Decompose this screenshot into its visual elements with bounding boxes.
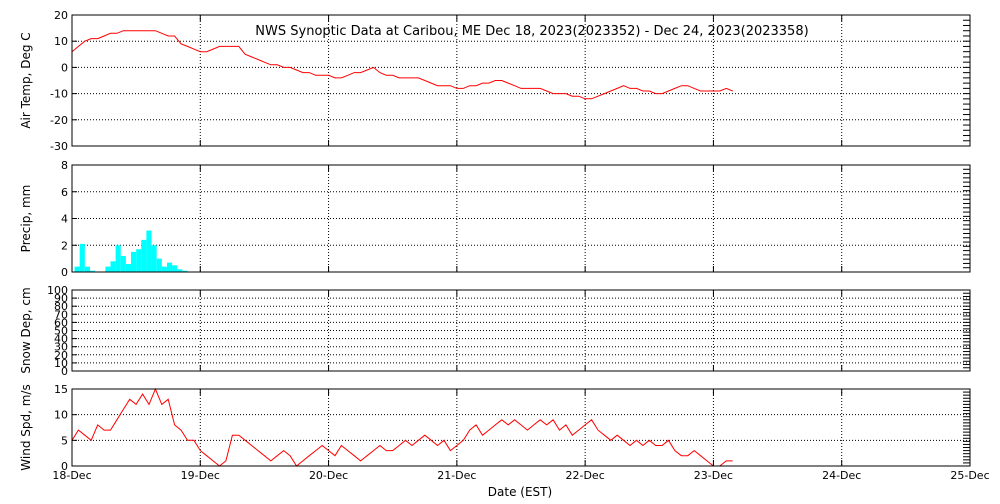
- y-tick-label: 70: [54, 308, 68, 321]
- panel-frame: [71, 14, 971, 147]
- precip-bar: [120, 255, 126, 272]
- precip-bar: [105, 266, 111, 272]
- precip-bar: [74, 266, 80, 272]
- precip-bar: [110, 261, 116, 272]
- x-axis-label: Date (EST): [488, 485, 552, 499]
- panel-frame: [71, 164, 971, 273]
- y-tick-label: 100: [47, 284, 68, 297]
- precip-bar: [79, 243, 85, 272]
- wind-speed-line: [71, 387, 733, 467]
- y-tick-label: 10: [54, 357, 68, 370]
- y-tick-label: -10: [50, 88, 68, 101]
- x-tick-label: 18-Dec: [52, 469, 91, 482]
- precip-bar: [182, 270, 188, 272]
- y-tick-label: 6: [61, 186, 68, 199]
- y-tick-label: 10: [54, 409, 68, 422]
- precip-bar: [136, 249, 142, 272]
- panel-frame: [71, 388, 971, 467]
- air-temp-line: [71, 30, 733, 100]
- y-tick-label: 8: [61, 159, 68, 172]
- x-tick-label: 24-Dec: [822, 469, 861, 482]
- y-tick-label: 2: [61, 239, 68, 252]
- chart-title: NWS Synoptic Data at Caribou, ME Dec 18,…: [255, 24, 808, 39]
- y-tick-label: 20: [54, 349, 68, 362]
- y-tick-label: 40: [54, 333, 68, 346]
- panel-frame: [71, 289, 971, 372]
- precip-bar: [177, 269, 183, 272]
- precip-bar: [141, 239, 147, 272]
- y-axis-label: Wind Spd, m/s: [19, 384, 33, 470]
- y-tick-label: 4: [61, 213, 68, 226]
- precip-bar: [131, 251, 137, 272]
- x-tick-label: 20-Dec: [309, 469, 348, 482]
- panel-precip: 8 6 4 2 0 Precip, mm: [19, 159, 971, 279]
- y-axis-label: Precip, mm: [19, 185, 33, 253]
- y-tick-label: 15: [54, 383, 68, 396]
- y-axis-label: Air Temp, Deg C: [19, 32, 33, 128]
- precip-bar: [115, 245, 121, 272]
- precip-bar: [156, 258, 162, 272]
- y-axis-label: Snow Dep, cm: [19, 287, 33, 373]
- y-tick-label: 80: [54, 300, 68, 313]
- precip-bar: [161, 266, 167, 272]
- x-tick-label: 21-Dec: [437, 469, 476, 482]
- precip-bar: [89, 270, 96, 272]
- precip-bar: [146, 230, 152, 272]
- x-tick-label: 22-Dec: [566, 469, 605, 482]
- panel-air-temp: 20 10 0 -10 -20 -30 Air Temp, Deg C: [19, 9, 971, 153]
- y-tick-label: 60: [54, 316, 68, 329]
- precip-bar: [166, 262, 173, 272]
- y-tick-label: 50: [54, 325, 68, 338]
- y-tick-label: 5: [61, 434, 68, 447]
- precip-bar: [125, 263, 132, 272]
- y-tick-label: 90: [54, 292, 68, 305]
- x-tick-label: 19-Dec: [181, 469, 220, 482]
- y-tick-label: 0: [61, 365, 68, 378]
- precip-bar: [84, 266, 90, 272]
- y-tick-label: -20: [50, 114, 68, 127]
- y-tick-label: 10: [54, 35, 68, 48]
- x-tick-label: 23-Dec: [694, 469, 733, 482]
- precip-bar: [151, 245, 157, 272]
- y-tick-label: 20: [54, 9, 68, 22]
- x-tick-label: 25-Dec: [950, 469, 989, 482]
- y-tick-label: 0: [61, 460, 68, 473]
- panel-wind-speed: 15 10 5 0 Wind Spd, m/s: [19, 383, 971, 473]
- precip-bar: [172, 265, 178, 272]
- y-tick-label: 30: [54, 341, 68, 354]
- y-tick-label: -30: [50, 140, 68, 153]
- y-tick-label: 0: [61, 266, 68, 279]
- y-tick-label: 0: [61, 61, 68, 74]
